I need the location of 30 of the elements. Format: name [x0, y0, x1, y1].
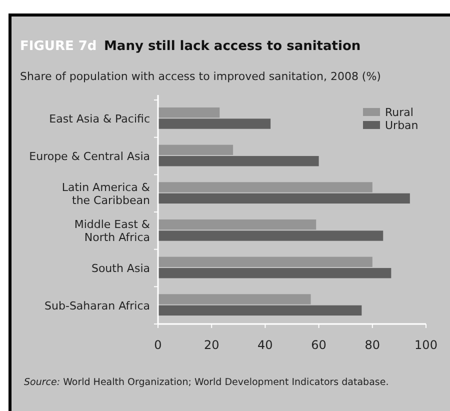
legend-label: Rural: [385, 106, 414, 119]
chart-title: Many still lack access to sanitation: [104, 39, 361, 54]
bar: [158, 193, 410, 204]
y-tick-label: East Asia & Pacific: [49, 112, 150, 126]
bar: [158, 294, 311, 304]
bar: [158, 256, 372, 267]
bar: [158, 144, 234, 155]
bar: [158, 268, 392, 278]
caption: FIGURE 7d: [20, 39, 97, 54]
x-tick-label: 80: [364, 338, 380, 352]
bar: [158, 156, 319, 166]
x-tick-label: 0: [154, 338, 162, 352]
bar: [158, 305, 362, 316]
bar: [158, 219, 316, 230]
y-tick-label: Latin America & the Caribbean: [62, 180, 150, 207]
x-tick-label: 100: [414, 338, 438, 352]
y-tick-label: Europe & Central Asia: [29, 150, 150, 163]
x-tick-label: 20: [204, 338, 220, 352]
bar: [158, 107, 220, 118]
bar: [158, 118, 271, 129]
y-tick-label: South Asia: [91, 262, 150, 275]
y-tick-label: Middle East & North Africa: [74, 218, 150, 244]
bar: [158, 182, 372, 192]
x-tick-label: 40: [258, 338, 273, 352]
chart-subtitle: Share of population with access to improved sanitation, 2008 (%): [20, 70, 381, 83]
legend-label: Urban: [385, 119, 418, 132]
bar: [158, 230, 384, 241]
x-tick-label: 60: [311, 338, 326, 352]
y-tick-label: Sub-Saharan Africa: [44, 299, 150, 312]
source-note: Source: World Health Organization; World Development Indicators database.: [24, 377, 389, 388]
